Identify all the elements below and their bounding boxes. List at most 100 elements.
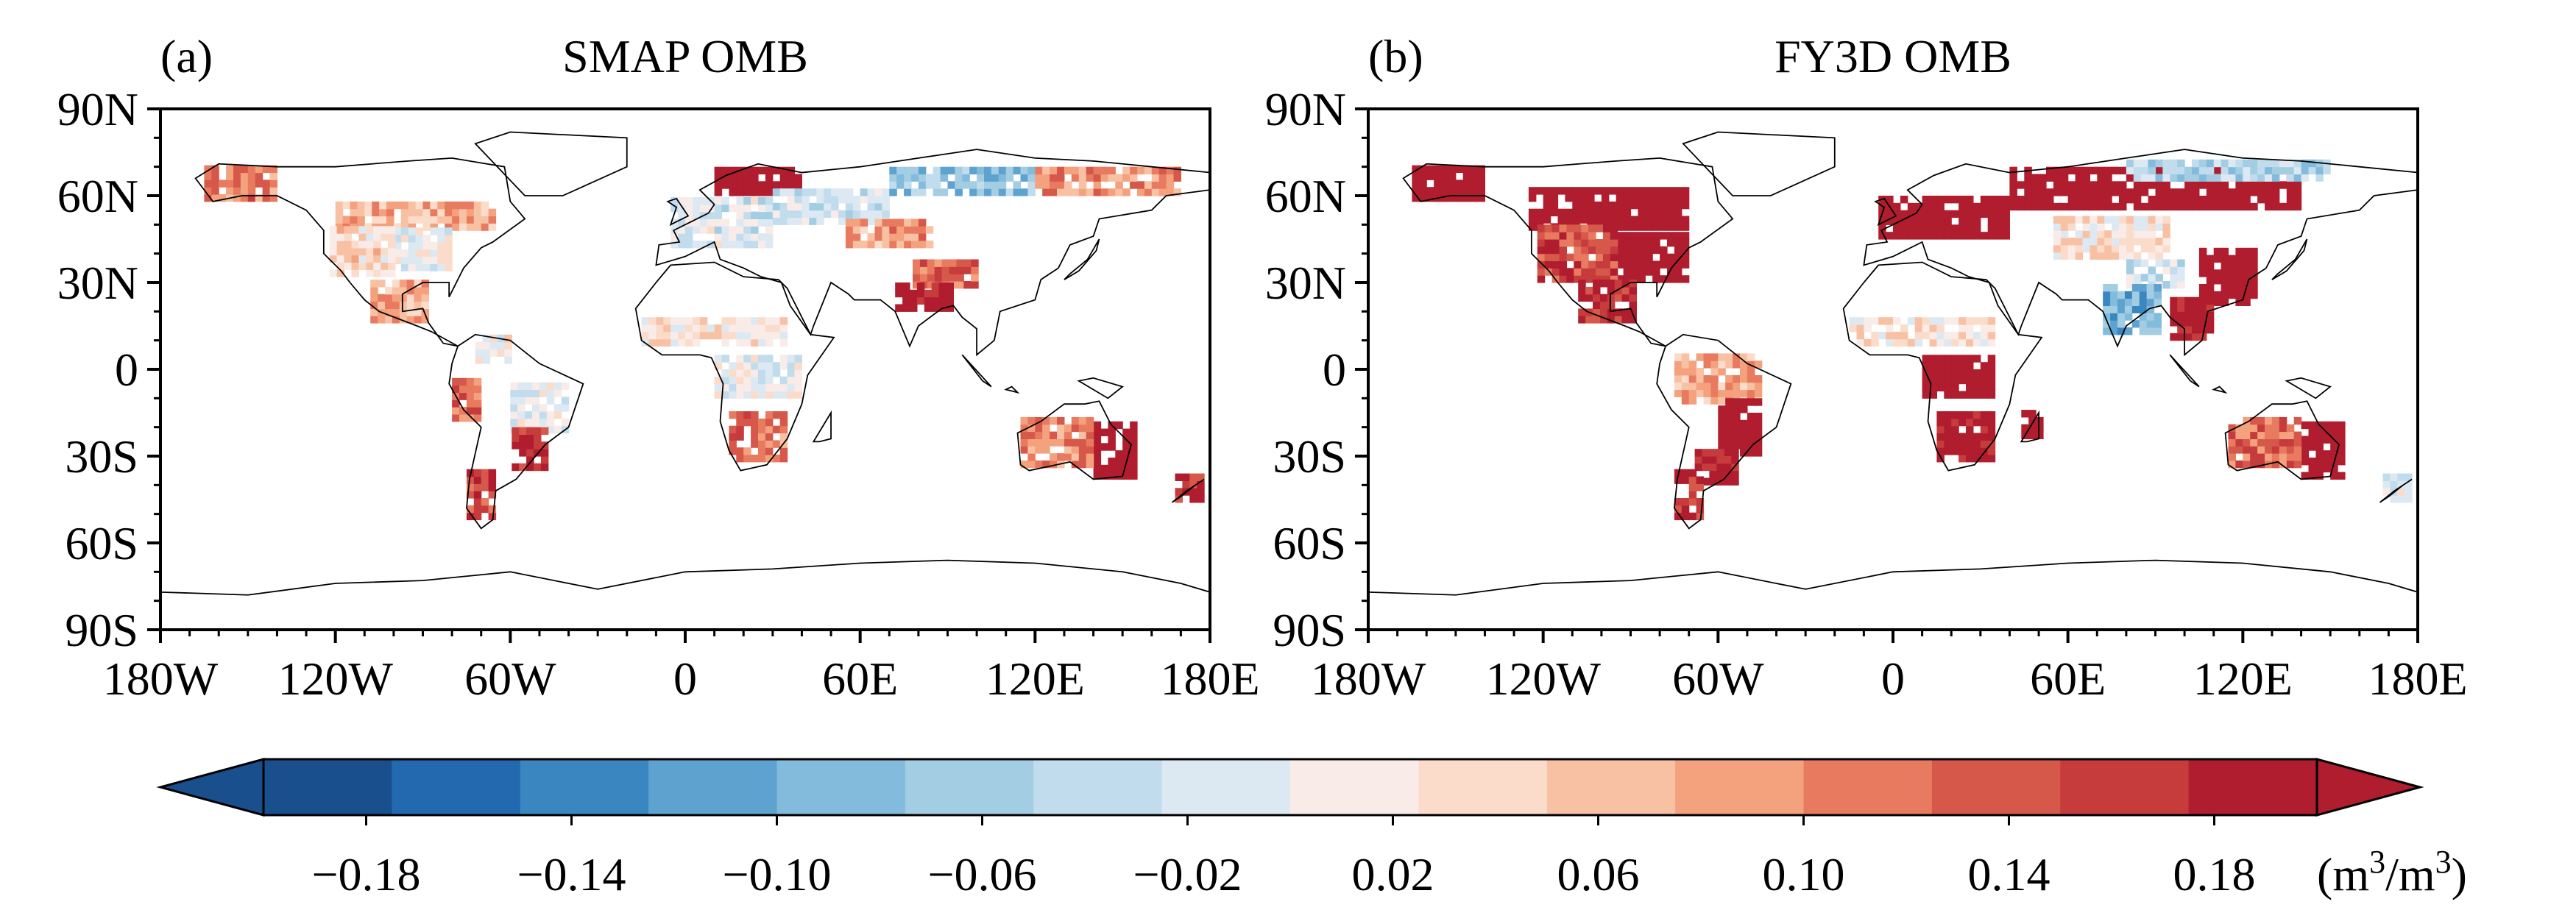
panel-b-cell-australia-west — [2257, 460, 2265, 469]
panel-a-cell-siberia-east — [1100, 174, 1108, 182]
panel-b-cell-alaska — [1462, 194, 1471, 202]
panel-a-cell-sahel — [765, 338, 774, 347]
panel-b-cell-us-west — [1602, 239, 1611, 247]
panel-b-cell-us-west — [1581, 253, 1589, 262]
panel-a-cell-australia-west — [1071, 460, 1080, 469]
panel-b-cell-canada — [1616, 187, 1624, 195]
panel-b-cell-canada — [1594, 208, 1602, 217]
panel-a-cell-sahel — [765, 317, 774, 325]
panel-a-cell-siberia — [955, 166, 963, 175]
panel-a-cell-scandinavia — [758, 181, 766, 189]
panel-a-cell-peru — [452, 414, 460, 422]
panel-b-cell-canada — [1587, 201, 1595, 210]
panel-b-cell-brazil-south — [1733, 413, 1741, 421]
panel-a-cell-scandinavia — [772, 181, 781, 189]
panel-a-cell-venezuela — [482, 334, 491, 343]
panel-a-cell-russia-west — [824, 188, 832, 196]
panel-b-cell-russia — [2024, 202, 2032, 211]
panel-a-cell-us-west — [358, 262, 367, 270]
panel-b-cell-europe — [1951, 210, 1959, 218]
panel-a-cell-brazil-east — [561, 404, 570, 412]
panel-b-cell-congo — [1958, 355, 1967, 363]
panel-b-cell-sahel — [1922, 317, 1931, 325]
panel-b-cell-canada — [1579, 208, 1588, 217]
panel-a-cell-alaska — [233, 187, 241, 195]
panel-b-ytick-label: 30S — [1273, 430, 1346, 483]
panel-a-cell-canada-south — [364, 208, 372, 217]
panel-a-cell-russia-west — [802, 217, 810, 225]
panel-a-cell-russia-west — [831, 210, 839, 218]
panel-b-cell-europe — [2002, 232, 2010, 240]
panel-a-cell-scandinavia — [751, 188, 759, 196]
panel-b-cell-canada — [1587, 208, 1595, 217]
panel-b-cell-congo — [1966, 391, 1974, 399]
panel-a-cell-peru — [459, 407, 467, 415]
panel-a-cell-us-west — [381, 255, 389, 263]
panel-a-cell-us-west — [358, 241, 367, 249]
panel-a-cell-siberia — [904, 166, 912, 175]
panel-a-cell-australia-west — [1027, 453, 1036, 461]
panel-a-cell-europe — [685, 211, 693, 219]
panel-a-cell-africa-south — [743, 447, 751, 455]
panel-b-cell-russia — [2221, 196, 2229, 204]
panel-a-cell-mexico — [414, 294, 422, 302]
panel-b-cell-central-asia — [2082, 216, 2090, 224]
panel-b-cell-central-asia — [2119, 244, 2127, 253]
panel-a-cell-us-west — [388, 233, 396, 241]
panel-a-cell-canada-south — [437, 208, 445, 217]
panel-b-cell-congo — [1972, 383, 1981, 392]
panel-a-cell-india-north — [902, 296, 910, 305]
panel-a-cell-russia-west — [845, 188, 854, 196]
panel-a-cell-australia-west — [1020, 424, 1028, 433]
panel-a-cell-alaska — [262, 194, 271, 202]
panel-a-cell-africa-south — [736, 418, 744, 427]
panel-b-cell-australia-west — [2279, 460, 2287, 469]
panel-a-cell-africa-south — [751, 440, 759, 448]
panel-b-cell-alaska — [1455, 165, 1464, 174]
panel-b-cell-chile-south — [1696, 498, 1705, 506]
panel-b-cell-us-west — [1596, 260, 1604, 269]
panel-b-cell-chile-south — [1688, 483, 1697, 491]
panel-a-cell-us-west — [329, 226, 338, 234]
panel-b-cell-africa-south — [1944, 418, 1952, 427]
panel-a-cell-sahel — [743, 324, 751, 333]
panel-b-cell-siberia-north — [2301, 174, 2310, 182]
panel-b-cell-se-asia — [2184, 333, 2193, 341]
panel-b-cell-australia-west — [2279, 446, 2287, 454]
panel-a-cell-siberia — [984, 174, 992, 182]
panel-a-cell-brazil-east — [532, 404, 540, 412]
panel-a-cell-alaska — [255, 165, 263, 174]
panel-b-cell-canada — [1587, 194, 1595, 202]
panel-a-cell-siberia-east — [1166, 181, 1175, 189]
panel-b-cell-amazon — [1688, 389, 1697, 397]
panel-a-cell-india-north — [916, 289, 925, 298]
panel-a-cell-africa-south — [765, 455, 774, 463]
panel-b-cell-russia — [2024, 188, 2032, 196]
panel-b-cell-se-asia — [2198, 326, 2207, 334]
panel-b-cell-india — [2124, 327, 2133, 335]
panel-b-cell-us-east — [1652, 232, 1660, 240]
panel-b-cell-russia — [2265, 181, 2273, 189]
panel-a-cell-siberia — [940, 188, 949, 196]
panel-b-cell-se-asia — [2177, 304, 2185, 312]
panel-a-cell-us-west — [366, 233, 374, 241]
panel-a-cell-kazakhstan — [896, 233, 905, 241]
panel-b-cell-brazil-south — [1733, 427, 1741, 436]
panel-b-cell-sahel — [1936, 317, 1945, 325]
panel-b-cell-australia-west — [2228, 424, 2236, 433]
panel-b-cell-sahel — [1980, 317, 1989, 325]
panel-b-cell-siberia-north — [2206, 166, 2215, 175]
panel-b-cell-russia — [2243, 188, 2251, 196]
panel-a-cell-russia-west — [779, 202, 788, 211]
panel-b-cell-us-east — [1652, 246, 1660, 255]
panel-b-cell-us-west — [1588, 268, 1596, 276]
panel-b-cell-se-asia — [2170, 304, 2178, 312]
panel-b-cell-madagascar — [2021, 410, 2029, 418]
panel-b-cell-us-east — [1667, 253, 1675, 262]
panel-a-cell-siberia-east — [1093, 188, 1102, 196]
panel-a-cell-la-plata — [526, 456, 534, 464]
panel-a-cell-us-west — [336, 262, 345, 270]
panel-b-cell-russia — [2060, 174, 2069, 182]
panel-b-cell-europe — [1929, 202, 1937, 211]
panel-b-cell-canada — [1674, 223, 1682, 231]
